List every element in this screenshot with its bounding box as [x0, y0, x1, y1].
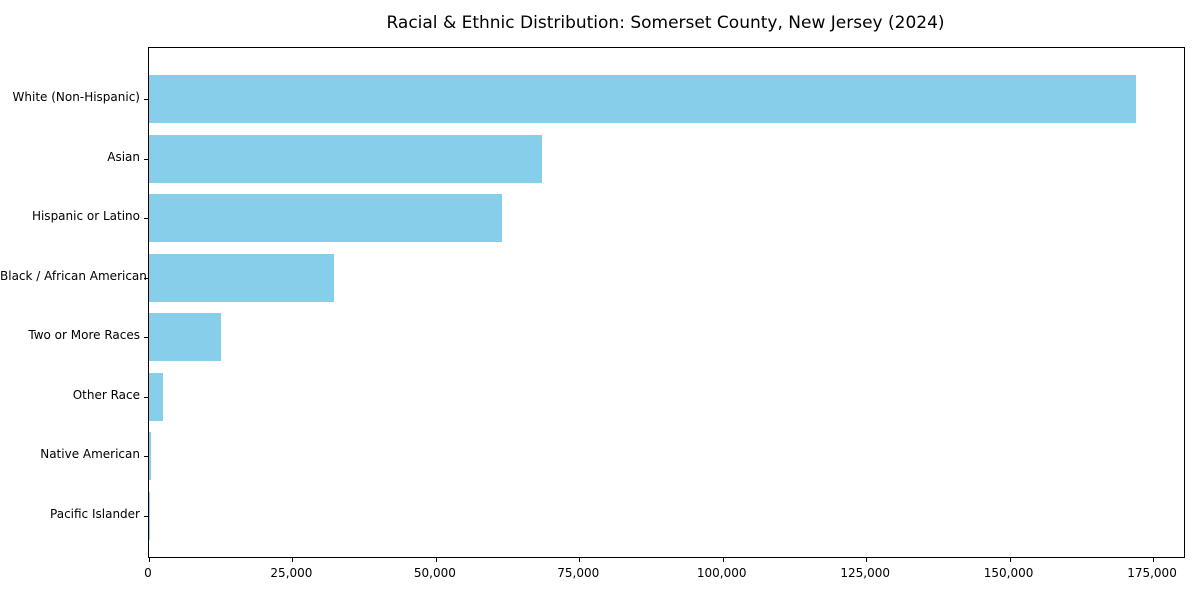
x-tick-label: 175,000 [1127, 566, 1177, 580]
x-tick-label: 75,000 [557, 566, 600, 580]
x-tick-mark [866, 558, 868, 562]
bar [149, 313, 222, 361]
bar [149, 194, 502, 242]
y-tick-mark [144, 158, 148, 160]
x-tick-label: 0 [144, 566, 152, 580]
y-tick-mark [144, 218, 148, 219]
x-tick-mark [435, 558, 437, 562]
y-axis-label: Native American [40, 447, 140, 461]
x-tick-label: 50,000 [413, 566, 456, 580]
chart-title: Racial & Ethnic Distribution: Somerset C… [386, 13, 945, 33]
y-axis-label: White (Non-Hispanic) [12, 90, 140, 104]
x-tick-label: 125,000 [840, 566, 890, 580]
x-tick-label: 150,000 [983, 566, 1034, 580]
x-tick-mark [722, 558, 724, 562]
y-tick-mark [144, 99, 148, 100]
plot-area [144, 47, 1185, 562]
y-axis-label: Other Race [72, 387, 140, 402]
y-tick-mark [144, 337, 148, 338]
y-tick-mark [144, 277, 148, 279]
bar [149, 134, 542, 183]
y-tick-mark [144, 396, 148, 398]
x-tick-mark [1153, 558, 1155, 562]
bar [149, 253, 335, 302]
x-tick-mark [1009, 558, 1011, 562]
y-axis-label: Two or More Races [28, 328, 140, 342]
y-tick-mark [144, 456, 148, 457]
x-tick-label: 100,000 [696, 566, 747, 580]
x-tick-mark [292, 558, 294, 562]
y-tick-mark [144, 515, 148, 517]
bar [149, 75, 1136, 123]
x-tick-mark [579, 558, 581, 562]
bar [149, 491, 150, 540]
y-axis-label: Black / African American [0, 268, 147, 283]
y-axis-label: Hispanic or Latino [31, 209, 140, 223]
y-axis-label: Asian [107, 149, 140, 164]
y-axis-label: Pacific Islander [50, 506, 140, 521]
x-tick-mark [149, 558, 150, 562]
x-tick-label: 25,000 [270, 566, 313, 580]
bar [149, 432, 152, 480]
bar [149, 372, 163, 421]
